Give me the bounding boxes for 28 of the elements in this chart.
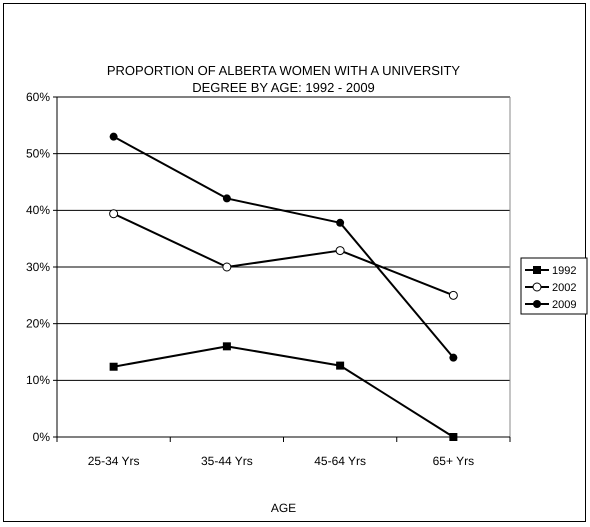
- x-tick-label: 35-44 Yrs: [200, 454, 253, 468]
- y-tick-label: 50%: [26, 146, 50, 161]
- x-tick-label: 45-64 Yrs: [314, 454, 366, 468]
- point: [110, 132, 118, 141]
- point: [336, 218, 344, 227]
- x-tick-label: 25-34 Yrs: [88, 454, 140, 468]
- x-axis-title: AGE: [270, 501, 296, 515]
- y-tick-label: 20%: [26, 316, 50, 331]
- point: [449, 433, 458, 441]
- legend-label: 2002: [552, 282, 576, 294]
- y-tick-label: 0%: [32, 430, 50, 444]
- x-tick-label: 65+ Yrs: [432, 454, 474, 468]
- point: [110, 362, 118, 371]
- chart-title: PROPORTION OF ALBERTA WOMEN WITH A UNIVERSITY DEGREE BY AGE: 1992 - 2009: [106, 63, 460, 95]
- point: [449, 354, 458, 362]
- point: [222, 262, 232, 272]
- point: [336, 362, 344, 370]
- legend-label: 1992: [552, 265, 576, 277]
- point: [222, 194, 231, 202]
- y-tick-label: 40%: [26, 203, 50, 218]
- point: [448, 290, 458, 300]
- y-tick-label: 60%: [26, 90, 50, 104]
- legend-label: 2009: [552, 299, 576, 311]
- point: [336, 246, 345, 256]
- y-tick-label: 30%: [26, 260, 50, 274]
- y-tick-label: 10%: [26, 373, 50, 388]
- point: [222, 342, 231, 350]
- point: [109, 209, 118, 218]
